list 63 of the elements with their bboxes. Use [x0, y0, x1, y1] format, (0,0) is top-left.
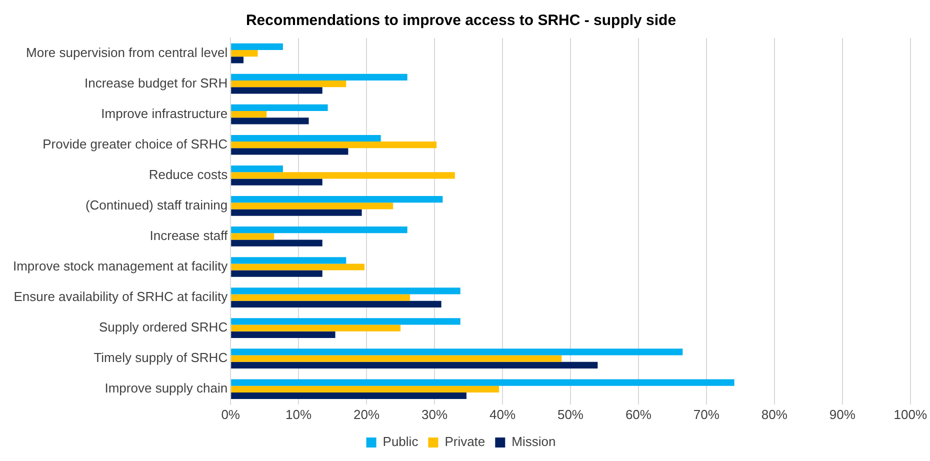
bar: [231, 178, 322, 186]
y-tick-label: Reduce costs: [148, 166, 228, 182]
bar: [231, 264, 365, 270]
y-tick-label: Improve infrastructure: [101, 106, 228, 121]
bar: [231, 80, 346, 88]
y-tick-label: Ensure availability of SRHC at facility: [14, 289, 228, 304]
x-tick-label: 70%: [693, 406, 720, 422]
y-tick-label: Improve stock management at facility: [12, 258, 228, 274]
x-tick-label: 40%: [489, 406, 516, 422]
bar: [231, 74, 408, 80]
bar: [231, 355, 562, 362]
y-tick-label: Provide greater choice of SRHC: [42, 136, 228, 152]
bar: [231, 362, 598, 369]
bar: [231, 300, 442, 308]
bar: [231, 202, 394, 210]
y-tick-label: Increase budget for SRH: [84, 75, 228, 90]
bar: [231, 240, 322, 246]
x-tick-label: 30%: [422, 406, 448, 422]
bar: [231, 226, 408, 234]
bar: [231, 172, 455, 179]
bar: [231, 148, 348, 155]
y-tick-label: (Continued) staff training: [85, 198, 228, 213]
x-tick-label: 10%: [286, 406, 312, 422]
bar: [231, 43, 283, 50]
bar: [231, 257, 346, 264]
x-tick-label: 90%: [829, 406, 856, 422]
chart-title: Recommendations to improve access to SRHC - supply side: [246, 12, 676, 30]
x-tick-label: 60%: [625, 406, 652, 422]
x-tick-label: 20%: [354, 406, 380, 422]
bar: [231, 348, 683, 356]
bar: [231, 331, 336, 338]
bar: [231, 318, 460, 325]
bar: [231, 142, 437, 148]
y-tick-label: Increase staff: [150, 228, 228, 244]
bar: [231, 209, 362, 216]
bar: [231, 118, 309, 124]
bar: [231, 386, 500, 392]
x-tick-label: 50%: [557, 406, 584, 422]
bar: [231, 379, 734, 386]
legend-label: Private: [444, 434, 486, 450]
bar: [231, 50, 258, 57]
x-tick-label: 0%: [221, 406, 240, 422]
bar: [231, 111, 267, 118]
y-tick-label: Timely supply of SRHC: [94, 350, 228, 366]
bar: [231, 294, 410, 301]
y-tick-label: Supply ordered SRHC: [98, 320, 228, 335]
bar: [231, 196, 443, 203]
legend-label: Public: [382, 434, 419, 450]
legend-label: Mission: [512, 434, 556, 450]
bar: [231, 56, 244, 64]
x-tick-label: 80%: [761, 406, 788, 422]
bar: [231, 392, 466, 400]
bar: [231, 165, 283, 172]
x-tick-label: 100%: [894, 406, 928, 422]
bar: [231, 87, 322, 94]
bar: [231, 233, 274, 240]
bar: [231, 134, 381, 142]
y-tick-label: Improve supply chain: [104, 380, 228, 396]
bar: [231, 104, 328, 112]
y-tick-label: More supervision from central level: [26, 44, 228, 60]
bar: [231, 270, 322, 277]
bar: [231, 324, 401, 332]
bar: [231, 288, 460, 294]
